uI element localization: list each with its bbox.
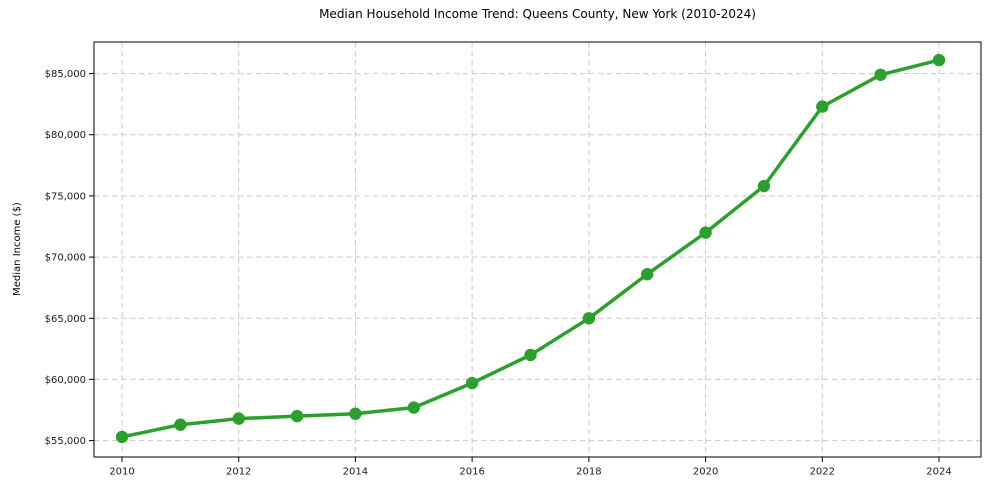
y-tick-label: $65,000 <box>45 314 86 325</box>
data-point <box>816 100 829 113</box>
x-tick-label: 2024 <box>926 467 951 478</box>
data-point <box>115 430 129 444</box>
x-tick-label: 2010 <box>109 467 134 478</box>
data-point <box>290 409 304 423</box>
y-tick-label: $80,000 <box>45 130 86 141</box>
data-point <box>407 401 420 414</box>
x-tick-label: 2016 <box>459 467 484 478</box>
x-tick-label: 2020 <box>693 467 718 478</box>
y-tick-label: $70,000 <box>45 253 86 264</box>
y-tick-label: $55,000 <box>45 436 86 447</box>
x-tick-label: 2022 <box>810 467 835 478</box>
data-point <box>699 226 712 239</box>
data-point <box>757 179 771 193</box>
data-point <box>932 53 946 67</box>
trend-line <box>120 58 941 439</box>
x-tick-label: 2012 <box>226 467 251 478</box>
x-tick-label: 2018 <box>576 467 601 478</box>
data-point <box>349 407 362 420</box>
data-point <box>874 68 887 82</box>
data-point <box>582 312 596 325</box>
data-point <box>232 412 245 425</box>
plot-border <box>93 41 982 458</box>
x-tick-label: 2014 <box>343 467 368 478</box>
y-tick-label: $60,000 <box>45 375 86 386</box>
data-point <box>641 268 654 281</box>
data-point <box>174 418 187 431</box>
data-point <box>524 348 537 362</box>
chart-title: Median Household Income Trend: Queens Co… <box>319 7 756 21</box>
data-point <box>465 376 479 390</box>
y-tick-label: $75,000 <box>45 191 86 202</box>
y-tick-label: $85,000 <box>45 69 86 80</box>
